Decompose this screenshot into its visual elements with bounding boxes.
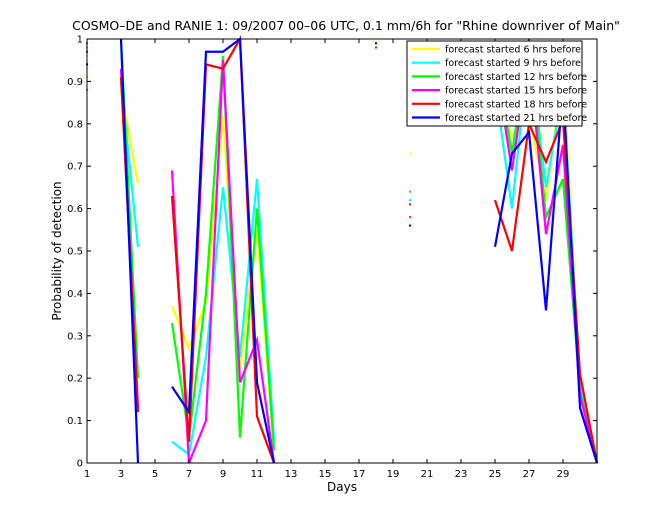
x-tick-label: 19: [387, 469, 400, 480]
x-tick-label: 7: [186, 469, 192, 480]
x-tick-label: 27: [523, 469, 536, 480]
y-tick-label: 0.8: [67, 119, 83, 130]
series-point: [409, 224, 411, 227]
legend-entry: forecast started 18 hrs before: [445, 99, 587, 110]
series-point: [409, 199, 411, 202]
x-tick-label: 3: [118, 469, 124, 480]
x-tick-label: 21: [421, 469, 434, 480]
series-line: [170, 35, 276, 464]
legend-entry: forecast started 6 hrs before: [445, 45, 581, 56]
series-point: [409, 203, 411, 206]
x-tick-label: 15: [319, 469, 332, 480]
series-line: [170, 115, 276, 451]
series-6: [86, 36, 599, 464]
x-tick-label: 17: [353, 469, 366, 480]
legend-entry: forecast started 9 hrs before: [445, 58, 581, 69]
y-tick-label: 0.4: [67, 289, 83, 300]
x-tick-label: 11: [251, 469, 264, 480]
x-tick-label: 13: [285, 469, 298, 480]
x-tick-label: 1: [84, 469, 90, 480]
legend-entry: forecast started 21 hrs before: [445, 113, 587, 124]
series-line: [171, 36, 276, 464]
y-tick-label: 1: [77, 35, 83, 46]
y-tick-label: 0.1: [67, 416, 83, 427]
x-axis-label: Days: [327, 480, 357, 494]
series-line: [493, 119, 599, 464]
y-tick-label: 0.9: [67, 77, 83, 88]
x-tick-label: 23: [455, 469, 468, 480]
series-point: [375, 42, 377, 45]
series-point: [375, 46, 377, 49]
y-tick-label: 0.5: [67, 247, 83, 258]
y-tick-label: 0.2: [67, 374, 83, 385]
series-point: [409, 190, 411, 193]
y-axis-label: Probability of detection: [50, 181, 64, 320]
series-point: [409, 152, 411, 155]
series-point: [409, 216, 411, 219]
legend-entry: forecast started 12 hrs before: [445, 72, 587, 83]
x-tick-label: 9: [220, 469, 226, 480]
x-tick-label: 5: [152, 469, 158, 480]
series-line: [119, 38, 140, 464]
x-tick-label: 29: [557, 469, 570, 480]
legend-entry: forecast started 15 hrs before: [445, 86, 587, 97]
series-line: [493, 85, 599, 464]
legend-box: [406, 40, 583, 127]
legend: forecast started 6 hrs before forecast st…: [406, 40, 587, 127]
y-tick-label: 0.7: [67, 162, 83, 173]
axes: 1 3 5 7 9 11 13 15 17 19 21 23 25 27 2900.10.20.30.40.…: [67, 35, 597, 480]
x-tick-label: 25: [489, 469, 502, 480]
chart-title: COSMO–DE and RANIE 1: 09/2007 00–06 UTC,…: [72, 18, 620, 33]
y-tick-label: 0: [77, 459, 83, 470]
y-tick-label: 0.3: [67, 331, 83, 342]
y-tick-label: 0.6: [67, 204, 83, 215]
